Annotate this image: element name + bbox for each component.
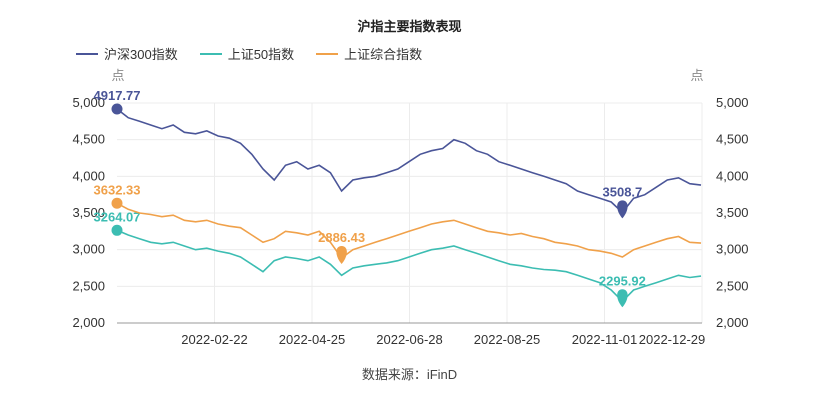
x-tick-label: 2022-04-25 <box>279 332 346 347</box>
y-tick-label-left: 5,000 <box>72 95 105 110</box>
x-tick-label: 2022-02-22 <box>181 332 248 347</box>
y-tick-label-left: 2,500 <box>72 278 105 293</box>
series-line-0 <box>116 108 702 214</box>
y-tick-label-right: 2,500 <box>716 278 749 293</box>
start-marker-1 <box>111 224 123 236</box>
marker-label-1: 2295.92 <box>599 273 646 288</box>
y-tick-label-right: 3,500 <box>716 205 749 220</box>
y-tick-label-left: 4,000 <box>72 168 105 183</box>
series-line-2 <box>116 202 702 260</box>
chart-title: 沪指主要指数表现 <box>357 19 462 34</box>
y-tick-label-left: 2,000 <box>72 315 105 330</box>
y-unit-left: 点 <box>111 68 124 83</box>
series-line-1 <box>116 229 702 303</box>
start-label-0: 4917.77 <box>94 88 141 103</box>
x-tick-label: 2022-12-29 <box>639 332 706 347</box>
x-tick-label: 2022-11-01 <box>572 332 638 347</box>
marker-pin-1 <box>617 289 628 308</box>
legend-swatch-shcomp <box>316 52 339 55</box>
y-tick-label-right: 2,000 <box>716 315 749 330</box>
y-tick-label-left: 3,000 <box>72 242 105 257</box>
y-tick-label-left: 4,500 <box>72 132 105 147</box>
legend-swatch-sz50 <box>199 52 222 55</box>
legend-label-sz50: 上证50指数 <box>227 47 295 62</box>
y-tick-label-left: 3,500 <box>72 205 105 220</box>
y-tick-label-right: 3,000 <box>716 242 749 257</box>
x-tick-label: 2022-08-25 <box>474 332 541 347</box>
y-tick-label-right: 4,000 <box>716 168 749 183</box>
y-unit-right: 点 <box>690 68 703 83</box>
data-source: 数据来源：iFinD <box>361 367 458 382</box>
y-tick-label-right: 4,500 <box>716 132 749 147</box>
legend-item-shcomp[interactable]: 上证综合指数 <box>316 44 422 63</box>
legend-label-hs300: 沪深300指数 <box>104 47 178 62</box>
start-marker-0 <box>111 103 123 115</box>
y-tick-label-right: 5,000 <box>716 95 749 110</box>
start-label-2: 3632.33 <box>94 182 141 197</box>
legend: 沪深300指数 上证50指数 上证综合指数 <box>76 44 422 63</box>
start-label-1: 3264.07 <box>94 209 141 224</box>
legend-label-shcomp: 上证综合指数 <box>344 47 423 62</box>
legend-item-hs300[interactable]: 沪深300指数 <box>76 44 178 63</box>
marker-pin-0 <box>617 200 628 219</box>
x-tick-label: 2022-06-28 <box>376 332 443 347</box>
legend-swatch-hs300 <box>76 52 98 55</box>
marker-label-2: 2886.43 <box>318 230 365 245</box>
marker-label-0: 3508.7 <box>603 184 643 199</box>
legend-item-sz50[interactable]: 上证50指数 <box>199 44 295 63</box>
marker-pin-2 <box>336 245 347 264</box>
start-marker-2 <box>111 197 123 209</box>
